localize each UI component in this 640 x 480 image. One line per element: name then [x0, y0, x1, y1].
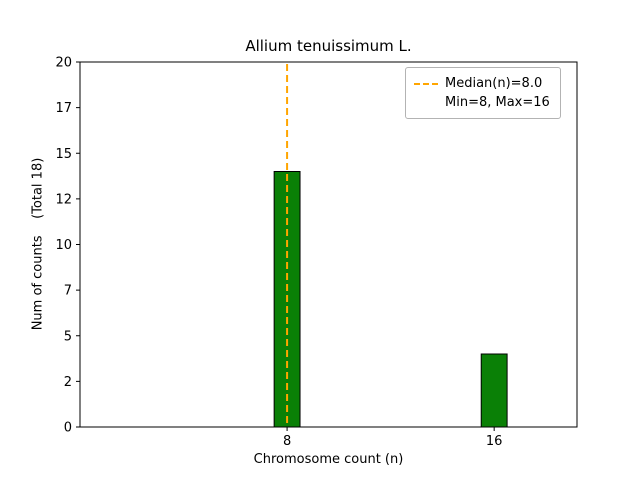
x-tick-label: 16 [486, 434, 503, 449]
x-axis-label: Chromosome count (n) [253, 452, 404, 467]
legend-label-minmax: Min=8, Max=16 [445, 95, 550, 110]
legend: Median(n)=8.0 Min=8, Max=16 [405, 67, 561, 119]
y-tick-label: 2 [64, 375, 72, 390]
chart-title: Allium tenuissimum L. [245, 37, 412, 55]
y-tick-label: 10 [55, 238, 72, 253]
y-tick-label: 0 [64, 421, 72, 436]
x-tick-label: 8 [283, 434, 291, 449]
y-tick-label: 7 [64, 284, 72, 299]
y-tick-label: 15 [55, 147, 72, 162]
legend-entry-minmax: Min=8, Max=16 [414, 93, 550, 112]
y-tick-label: 5 [64, 329, 72, 344]
y-axis-label: Num of counts (Total 18) [30, 157, 46, 331]
y-tick-label: 12 [55, 192, 72, 207]
y-tick-label: 17 [55, 101, 72, 116]
median-dashed-line-swatch [414, 82, 438, 85]
y-tick-label: 20 [55, 56, 72, 71]
legend-entry-median: Median(n)=8.0 [414, 74, 550, 93]
bar [480, 353, 508, 428]
legend-label-median: Median(n)=8.0 [445, 76, 543, 91]
